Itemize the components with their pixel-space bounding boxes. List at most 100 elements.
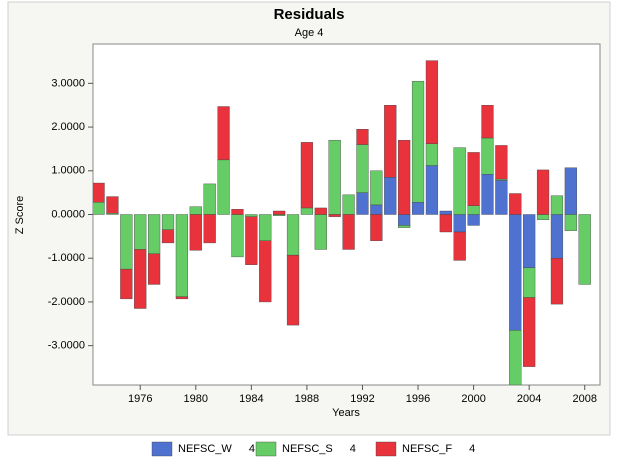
bar-segment — [286, 214, 300, 256]
bar-segment — [273, 210, 286, 215]
bar-segment — [481, 105, 494, 139]
bar-segment — [328, 139, 341, 215]
bar-segment — [453, 231, 466, 261]
bar-segment — [328, 214, 341, 217]
bar-segment — [175, 296, 189, 300]
bar-segment — [453, 147, 466, 215]
bar-segment — [523, 267, 536, 298]
bar-segment — [523, 297, 536, 367]
x-tick-label: 1996 — [406, 393, 430, 405]
bar-segment — [495, 145, 508, 180]
bar-segment — [439, 210, 452, 215]
bar-segment — [398, 225, 411, 228]
bar-segment — [509, 330, 522, 385]
bar-segment — [120, 268, 133, 300]
x-tick-label: 1976 — [128, 393, 152, 405]
bar-segment — [356, 192, 369, 215]
bar-segment — [467, 152, 480, 206]
y-tick-label: -2.0000 — [48, 296, 85, 308]
y-tick-label: 2.0000 — [51, 121, 85, 133]
bar-segment — [300, 142, 314, 209]
bar-segment — [370, 204, 383, 215]
legend-label: NEFSC_W 4 — [178, 443, 255, 455]
bar-segment — [106, 196, 119, 214]
bar-segment — [509, 193, 522, 215]
bar-segment — [161, 229, 175, 244]
bar-segment — [189, 214, 202, 251]
bar-segment — [342, 194, 355, 215]
chart-title: Residuals — [274, 6, 345, 23]
bar-segment — [425, 143, 439, 166]
bar-segment — [259, 214, 272, 241]
bar-segment — [578, 214, 591, 285]
bars — [93, 60, 591, 385]
bar-segment — [356, 144, 369, 193]
x-tick-label: 2008 — [572, 393, 596, 405]
bar-segment — [481, 137, 494, 175]
legend-label: NEFSC_S 4 — [282, 443, 356, 455]
bar-segment — [245, 214, 258, 217]
bar-segment — [398, 139, 411, 215]
bar-segment — [550, 258, 564, 305]
bar-segment — [189, 206, 202, 215]
legend-swatch — [375, 441, 397, 457]
bar-segment — [314, 214, 327, 250]
bar-segment — [161, 214, 175, 231]
bar-segment — [509, 214, 522, 331]
bar-segment — [384, 177, 397, 215]
x-tick-label: 1988 — [295, 393, 319, 405]
bar-segment — [148, 214, 161, 255]
bar-segment — [370, 170, 383, 206]
bar-segment — [245, 216, 258, 265]
bar-segment — [384, 105, 397, 178]
bar-segment — [134, 214, 147, 250]
y-tick-label: 3.0000 — [51, 77, 85, 89]
x-axis-label: Years — [332, 407, 360, 419]
bar-segment — [425, 165, 439, 215]
bar-segment — [314, 207, 327, 215]
x-tick-label: 1980 — [184, 393, 208, 405]
bar-segment — [259, 240, 272, 303]
bar-segment — [564, 167, 577, 215]
bar-segment — [217, 106, 230, 161]
bar-segment — [93, 202, 105, 215]
chart-subtitle: Age 4 — [295, 27, 324, 39]
legend-swatch — [151, 441, 173, 457]
bar-segment — [411, 202, 425, 215]
y-axis-label: Z Score — [14, 196, 26, 235]
bar-segment — [467, 214, 480, 226]
bar-segment — [217, 159, 230, 215]
bar-segment — [120, 214, 133, 270]
x-tick-label: 2004 — [517, 393, 541, 405]
legend-swatch — [255, 441, 277, 457]
bar-segment — [370, 214, 383, 241]
bar-segment — [231, 214, 244, 258]
bar-segment — [453, 214, 466, 233]
x-tick-label: 1984 — [239, 393, 263, 405]
bar-segment — [439, 214, 452, 233]
bar-segment — [286, 254, 300, 326]
bar-segment — [203, 183, 216, 215]
bar-segment — [134, 249, 147, 309]
bar-segment — [411, 80, 425, 203]
bar-segment — [425, 60, 439, 144]
bar-segment — [300, 207, 314, 215]
bar-segment — [481, 174, 494, 215]
x-tick-label: 2000 — [461, 393, 485, 405]
y-tick-label: -1.0000 — [48, 252, 85, 264]
bar-segment — [203, 214, 216, 244]
bar-segment — [564, 214, 577, 231]
bar-segment — [495, 180, 508, 215]
bar-segment — [550, 195, 564, 215]
bar-segment — [342, 214, 355, 250]
bar-segment — [231, 209, 244, 215]
legend-label: NEFSC_F 4 — [402, 443, 475, 455]
bar-segment — [523, 214, 536, 269]
bar-segment — [467, 205, 480, 215]
bar-segment — [93, 182, 105, 203]
bar-segment — [536, 169, 550, 215]
y-tick-label: 0.0000 — [51, 208, 85, 220]
bar-segment — [175, 214, 189, 297]
y-tick-label: 1.0000 — [51, 165, 85, 177]
